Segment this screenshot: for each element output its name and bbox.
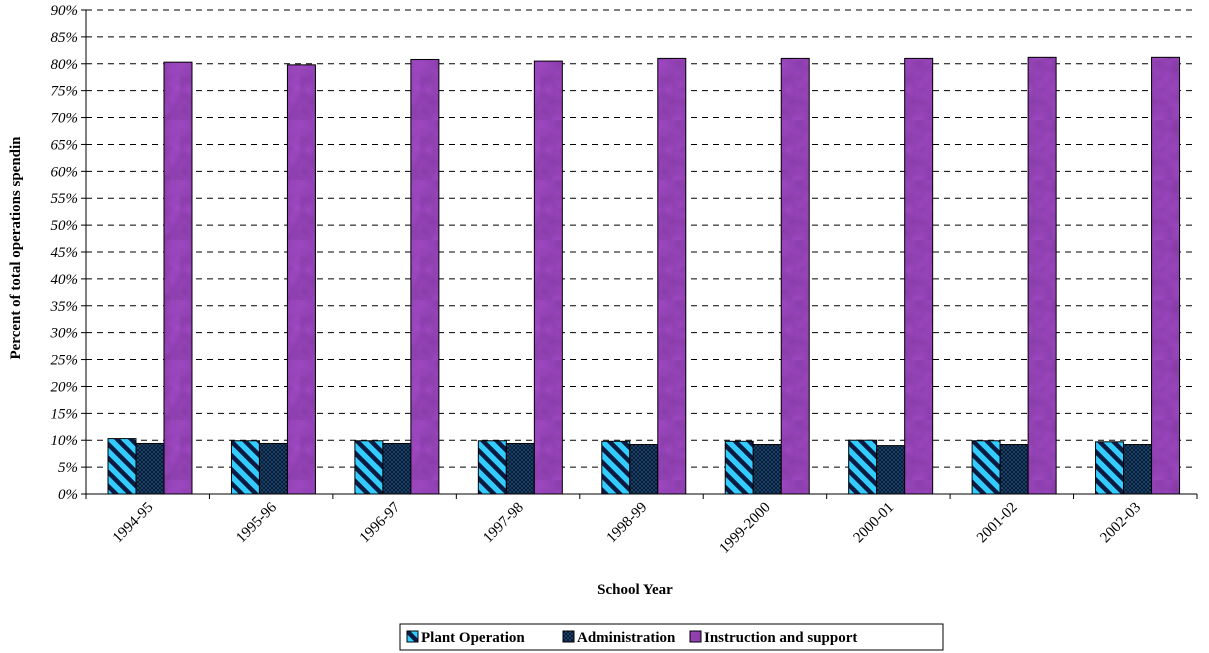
bar-plant-operation [354,440,384,495]
bar-plant-operation [848,439,878,495]
bar-administration [135,442,165,495]
bar-plant-operation [477,440,507,495]
y-axis-ticks: 0% 5% 10% 15% 20% 25% 30% 35% 40% 45% 50% 55% 60% 65%… [50,3,86,503]
legend-label: Instruction and support [704,630,857,646]
bar-instruction-and-support [1027,56,1057,495]
y-tick-label: 0% [58,487,78,503]
bar-plant-operation [107,438,137,495]
bar-administration [876,445,906,495]
y-tick-label: 15% [51,406,79,422]
bar-plant-operation [1095,441,1125,495]
y-tick-label: 50% [51,218,79,234]
x-tick-label: 1998-99 [604,500,651,547]
y-tick-label: 5% [58,460,78,476]
legend-box [399,623,944,651]
x-tick-label: 1996-97 [357,499,404,546]
x-tick-label: 1997-98 [480,500,527,547]
x-axis-title: School Year [597,582,673,598]
bar-instruction-and-support [904,57,934,495]
legend-swatch-administration [562,630,575,643]
y-tick-label: 20% [51,379,79,395]
bar-plant-operation [971,440,1001,495]
y-tick-label: 55% [51,191,79,207]
bar-administration [629,444,659,495]
bar-plant-operation [230,440,260,495]
y-tick-label: 40% [51,272,79,288]
y-tick-label: 30% [50,326,79,342]
y-tick-label: 10% [51,433,79,449]
y-tick-label: 70% [51,111,79,127]
bar-administration [505,442,535,495]
bar-plant-operation [601,440,631,495]
x-tick-label: 1995-96 [233,499,280,546]
y-tick-label: 45% [51,245,79,261]
y-tick-label: 60% [51,164,79,180]
bar-instruction-and-support [533,60,563,495]
legend-label: Plant Operation [421,630,525,646]
bar-administration [1123,444,1153,495]
y-tick-label: 80% [51,57,79,73]
axes [85,10,1197,495]
y-tick-label: 75% [51,84,79,100]
bar-administration [752,444,782,495]
legend: Plant Operation Administration Instruction… [399,623,944,651]
bar-instruction-and-support [163,61,193,495]
y-tick-label: 35% [50,299,79,315]
gridlines [86,9,1197,468]
bar-administration [258,442,288,495]
bar-instruction-and-support [410,58,440,495]
bar-instruction-and-support [1151,56,1181,495]
legend-label: Administration [577,630,676,646]
x-tick-label: 2001-02 [974,500,1021,547]
x-axis-ticks: 1994-95 1995-96 1996-97 1997-98 1998-99 1999-… [85,494,1198,557]
x-tick-label: 1994-95 [110,500,157,547]
bar-administration [999,444,1029,495]
y-tick-label: 85% [51,30,79,46]
bar-instruction-and-support [286,64,316,495]
y-axis-title: Percent of total operations spendin [8,136,24,360]
y-tick-label: 90% [51,3,79,19]
bar-instruction-and-support [780,57,810,495]
legend-swatch-instruction-and-support [689,630,702,643]
y-tick-label: 65% [51,137,79,153]
x-tick-label: 2000-01 [851,500,898,547]
bar-instruction-and-support [657,57,687,495]
bar-administration [382,442,412,495]
legend-swatch-plant-operation [406,630,419,643]
x-tick-label: 2002-03 [1097,500,1144,547]
y-tick-label: 25% [51,353,79,369]
bar-plant-operation [724,440,754,495]
x-tick-label: 1999-2000 [716,500,773,557]
bars [107,56,1181,495]
